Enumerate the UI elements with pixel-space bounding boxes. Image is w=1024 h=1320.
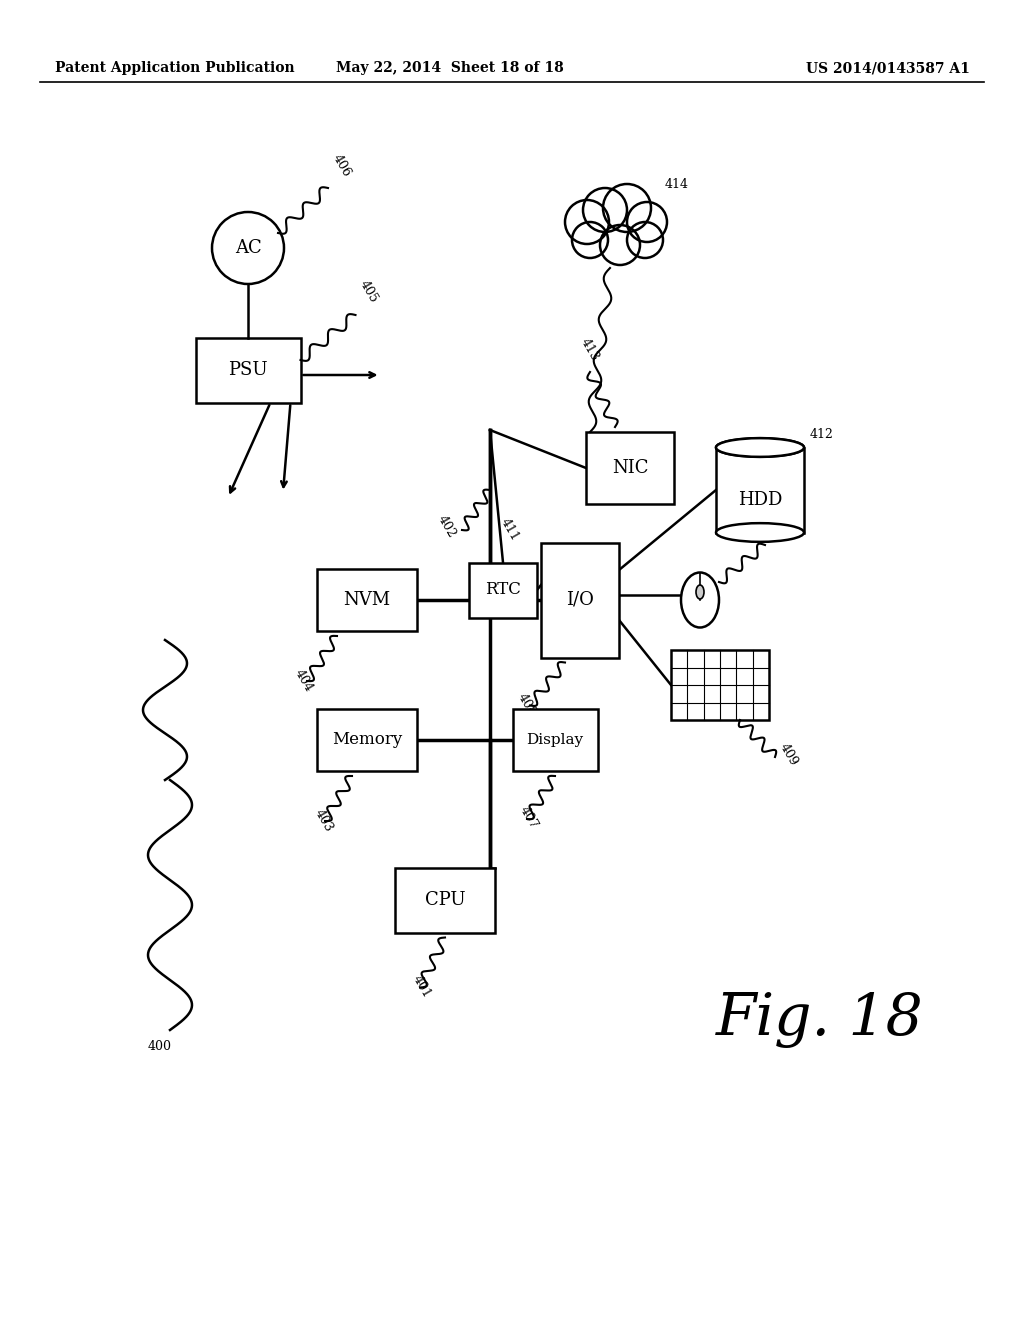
Text: 409: 409 [777, 741, 800, 768]
Text: AC: AC [234, 239, 261, 257]
FancyBboxPatch shape [671, 649, 769, 719]
FancyBboxPatch shape [586, 432, 674, 504]
Text: 402: 402 [435, 513, 458, 540]
FancyBboxPatch shape [469, 562, 537, 618]
Ellipse shape [716, 438, 804, 457]
Circle shape [577, 191, 653, 268]
Text: 401: 401 [410, 973, 433, 1001]
Text: US 2014/0143587 A1: US 2014/0143587 A1 [806, 61, 970, 75]
FancyBboxPatch shape [512, 709, 597, 771]
Text: 405: 405 [357, 277, 381, 305]
Text: RTC: RTC [485, 582, 521, 598]
Ellipse shape [696, 585, 705, 599]
Ellipse shape [716, 523, 804, 541]
Text: 414: 414 [665, 178, 689, 191]
Text: 404: 404 [292, 667, 315, 694]
Circle shape [627, 202, 667, 242]
Ellipse shape [716, 438, 804, 457]
Circle shape [212, 213, 284, 284]
Text: Display: Display [526, 733, 584, 747]
Circle shape [600, 224, 640, 265]
Circle shape [603, 183, 651, 232]
Text: 403: 403 [312, 807, 335, 834]
FancyBboxPatch shape [716, 447, 804, 532]
Text: NVM: NVM [343, 591, 390, 609]
Text: 413: 413 [578, 335, 601, 363]
Text: I/O: I/O [566, 591, 594, 609]
Text: Memory: Memory [332, 731, 402, 748]
FancyBboxPatch shape [395, 867, 495, 932]
Text: CPU: CPU [425, 891, 465, 909]
Text: Patent Application Publication: Patent Application Publication [55, 61, 295, 75]
Circle shape [572, 222, 608, 257]
Text: May 22, 2014  Sheet 18 of 18: May 22, 2014 Sheet 18 of 18 [336, 61, 564, 75]
Text: 408: 408 [515, 692, 539, 718]
Ellipse shape [681, 573, 719, 627]
Text: HDD: HDD [738, 491, 782, 510]
Text: 407: 407 [517, 804, 541, 832]
Text: 406: 406 [330, 152, 353, 180]
Text: NIC: NIC [611, 459, 648, 477]
FancyBboxPatch shape [317, 569, 417, 631]
FancyBboxPatch shape [196, 338, 300, 403]
Text: 400: 400 [148, 1040, 172, 1053]
Circle shape [627, 222, 663, 257]
Circle shape [583, 187, 627, 232]
FancyBboxPatch shape [317, 709, 417, 771]
Text: 411: 411 [498, 516, 521, 544]
FancyBboxPatch shape [541, 543, 618, 657]
Text: Fig. 18: Fig. 18 [716, 991, 924, 1048]
Text: PSU: PSU [228, 360, 268, 379]
Text: 410: 410 [767, 511, 791, 539]
Circle shape [565, 201, 609, 244]
Text: 412: 412 [810, 428, 834, 441]
